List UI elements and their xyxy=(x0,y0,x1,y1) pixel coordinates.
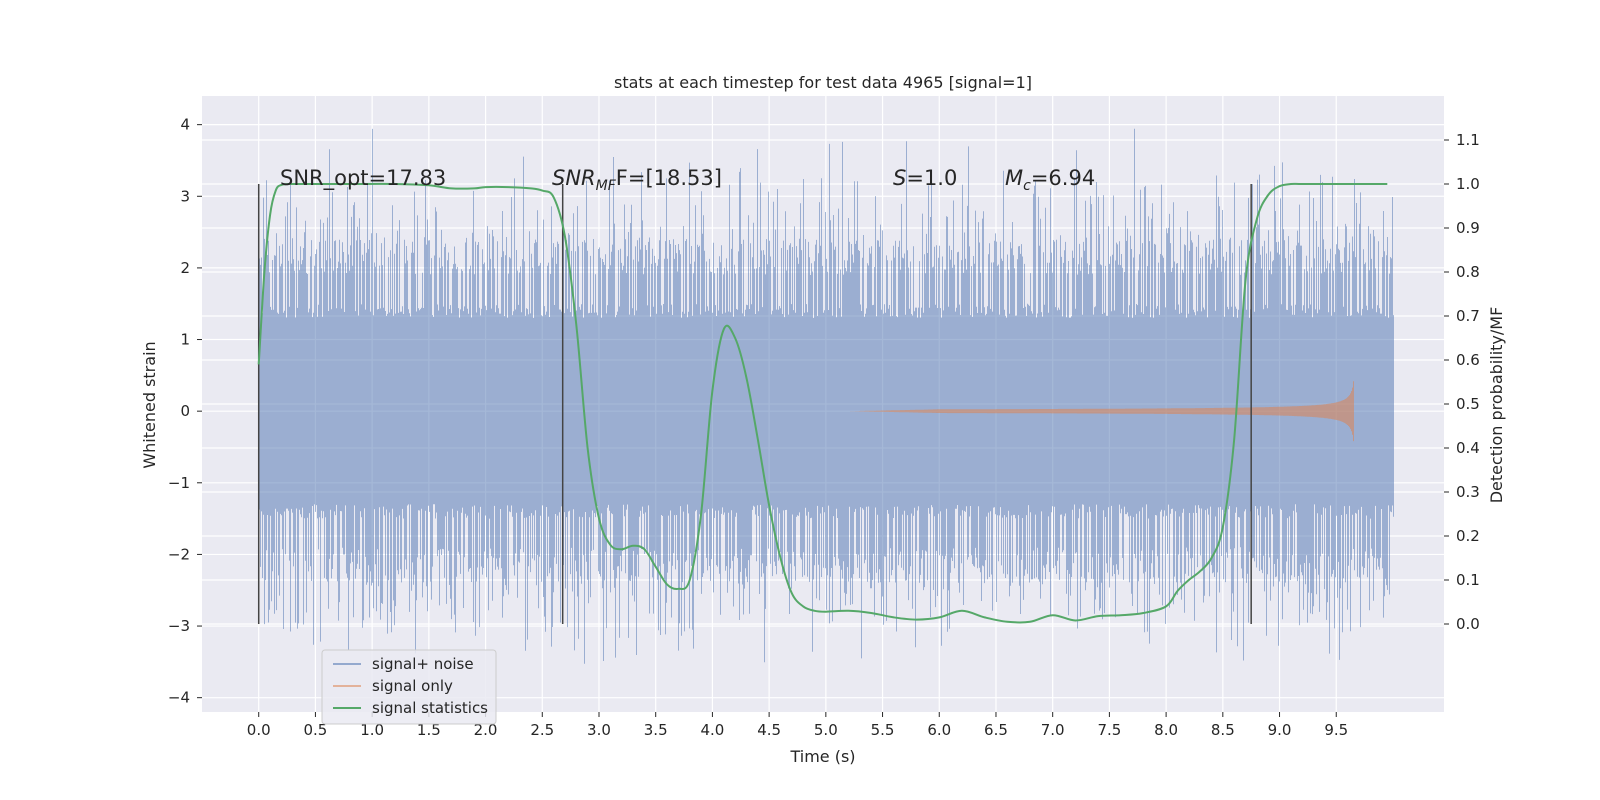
x-tick-label: 2.5 xyxy=(530,721,554,739)
y-tick-label: 0 xyxy=(180,402,190,420)
signal-plus-noise-series xyxy=(259,128,1394,664)
x-tick-label: 7.0 xyxy=(1041,721,1065,739)
legend-label-signal: signal only xyxy=(372,677,453,695)
y-tick-label: −1 xyxy=(168,474,190,492)
y-tick-label: 2 xyxy=(180,259,190,277)
annotation-mc-sub: c xyxy=(1023,178,1031,194)
annotation-snr-mf-sub: MF xyxy=(596,178,617,194)
x-tick-labels: 0.0 0.5 1.0 1.5 2.0 2.5 3.0 3.5 4.0 4.5 5.0 5.5 6.0 6… xyxy=(247,712,1348,739)
x-tick-label: 5.0 xyxy=(814,721,838,739)
y2-tick-label: 0.5 xyxy=(1456,395,1480,413)
annotation-s-rest: =1.0 xyxy=(906,166,957,190)
legend-box xyxy=(321,649,497,725)
x-tick-label: 3.0 xyxy=(587,721,611,739)
y-tick-label: −3 xyxy=(168,617,190,635)
annotation-s: S=1.0 xyxy=(893,166,957,190)
x-tick-label: 8.5 xyxy=(1211,721,1235,739)
y2-tick-label: 0.2 xyxy=(1456,527,1480,545)
x-tick-label: 9.0 xyxy=(1268,721,1292,739)
y2-tick-label: 0.1 xyxy=(1456,571,1480,589)
x-tick-label: 4.0 xyxy=(700,721,724,739)
x-tick-label: 0.5 xyxy=(303,721,327,739)
y-axis-label: Whitened strain xyxy=(140,341,159,468)
x-tick-label: 2.0 xyxy=(474,721,498,739)
annotation-snr-mf-base: SNR xyxy=(552,166,596,190)
x-tick-label: 1.0 xyxy=(360,721,384,739)
signal-statistics-series xyxy=(257,182,1388,624)
x-tick-label: 5.5 xyxy=(871,721,895,739)
y-tick-label: −4 xyxy=(168,689,190,707)
legend: signal+ noise signal only signal statist… xyxy=(321,649,497,725)
x-tick-label: 7.5 xyxy=(1097,721,1121,739)
annotation-snr-mf-rest: F=[18.53] xyxy=(616,166,722,190)
y2-tick-label: 0.6 xyxy=(1456,351,1480,369)
y2-tick-label: 0.7 xyxy=(1456,307,1480,325)
y2-tick-label: 1.0 xyxy=(1456,175,1480,193)
annotation-snr-mf: SNRMFF=[18.53] xyxy=(552,166,722,194)
annotation-mc-rest: =6.94 xyxy=(1031,166,1095,190)
y-tick-label: 3 xyxy=(180,187,190,205)
y2-tick-labels: 1.1 1.0 0.9 0.8 0.7 0.6 0.5 0.4 0.3 0.2 0.1 0.0 xyxy=(1444,131,1480,633)
y2-axis-label: Detection probability/MF xyxy=(1487,307,1506,504)
annotation-s-base: S xyxy=(893,166,906,190)
y-tick-label: 4 xyxy=(180,116,190,134)
vertical-markers xyxy=(257,184,1252,624)
x-tick-label: 3.5 xyxy=(644,721,668,739)
x-tick-label: 6.0 xyxy=(927,721,951,739)
y2-tick-label: 0.9 xyxy=(1456,219,1480,237)
y2-tick-label: 1.1 xyxy=(1456,131,1480,149)
y-tick-labels: 4 3 2 1 0 −1 −2 −3 −4 xyxy=(168,116,202,707)
x-tick-label: 9.5 xyxy=(1324,721,1348,739)
y-tick-label: −2 xyxy=(168,545,190,563)
y2-tick-label: 0.8 xyxy=(1456,263,1480,281)
signal-plus-noise-line xyxy=(259,128,1394,664)
x-tick-label: 4.5 xyxy=(757,721,781,739)
x-tick-label: 1.5 xyxy=(417,721,441,739)
annotation-mc: Mc=6.94 xyxy=(1005,166,1095,194)
x-axis-label: Time (s) xyxy=(789,747,855,766)
legend-label-statistics: signal statistics xyxy=(372,699,488,717)
chart-title: stats at each timestep for test data 496… xyxy=(614,73,1032,92)
y2-tick-label: 0.4 xyxy=(1456,439,1480,457)
x-tick-label: 6.5 xyxy=(984,721,1008,739)
signal-statistics-line xyxy=(257,182,1388,624)
annotation-mc-base: M xyxy=(1005,166,1023,190)
signal-only-series xyxy=(850,381,1354,442)
y2-tick-label: 0.3 xyxy=(1456,483,1480,501)
signal-only-line xyxy=(850,381,1354,442)
y-tick-label: 1 xyxy=(180,331,190,349)
y2-tick-label: 0.0 xyxy=(1456,615,1480,633)
x-tick-label: 0.0 xyxy=(247,721,271,739)
x-tick-label: 8.0 xyxy=(1154,721,1178,739)
legend-label-noise: signal+ noise xyxy=(372,655,474,673)
annotation-snr-opt: SNR_opt=17.83 xyxy=(280,166,446,191)
